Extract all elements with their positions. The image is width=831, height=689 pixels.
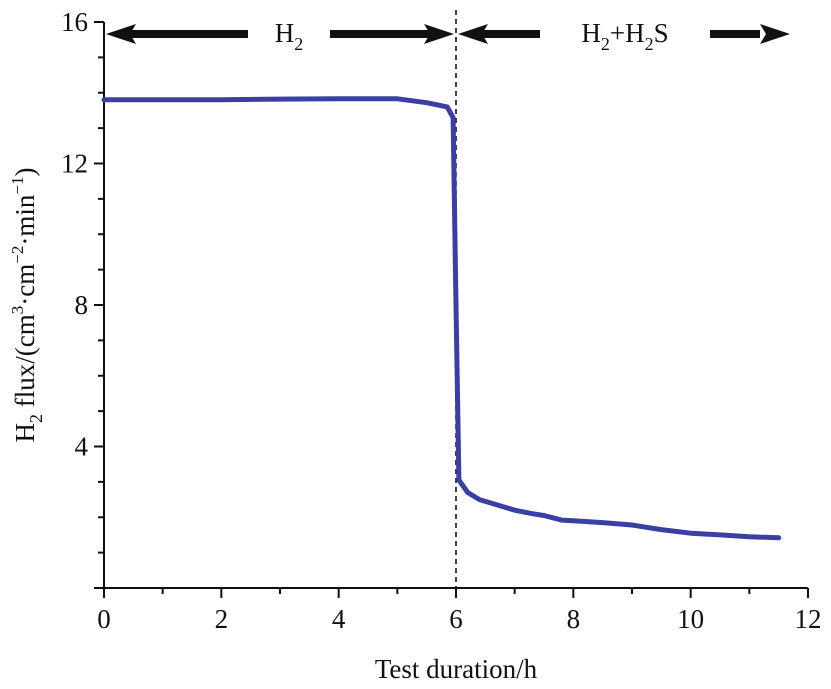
x-tick-label: 2 bbox=[215, 604, 229, 634]
x-ticks: 0 2 4 6 8 10 12 bbox=[97, 588, 822, 634]
region-arrows bbox=[106, 24, 790, 44]
x-tick-label: 0 bbox=[97, 604, 111, 634]
x-tick-label: 10 bbox=[677, 604, 704, 634]
y-axis-title: H2 flux/(cm3·cm−2·min−1) bbox=[8, 168, 46, 443]
region1-left-arrowhead bbox=[106, 24, 136, 44]
y-tick-label: 12 bbox=[61, 149, 88, 179]
y-tick-label: 8 bbox=[75, 290, 89, 320]
y-tick-label: 4 bbox=[75, 432, 89, 462]
region-label-h2-h2s: H2+H2S bbox=[581, 18, 668, 54]
y-tick-label: 16 bbox=[61, 7, 88, 37]
region1-right-arrowhead bbox=[424, 24, 454, 44]
x-tick-label: 4 bbox=[332, 604, 346, 634]
y-ticks: 4 8 12 16 bbox=[61, 7, 104, 589]
x-tick-label: 8 bbox=[567, 604, 581, 634]
region-label-h2: H2 bbox=[275, 18, 304, 54]
region2-right-arrowhead bbox=[760, 24, 790, 44]
x-tick-label: 6 bbox=[449, 604, 463, 634]
region2-left-arrowhead bbox=[458, 24, 488, 44]
x-axis-title: Test duration/h bbox=[375, 654, 538, 684]
x-tick-label: 12 bbox=[795, 604, 822, 634]
series-line-h2-flux bbox=[101, 96, 782, 541]
